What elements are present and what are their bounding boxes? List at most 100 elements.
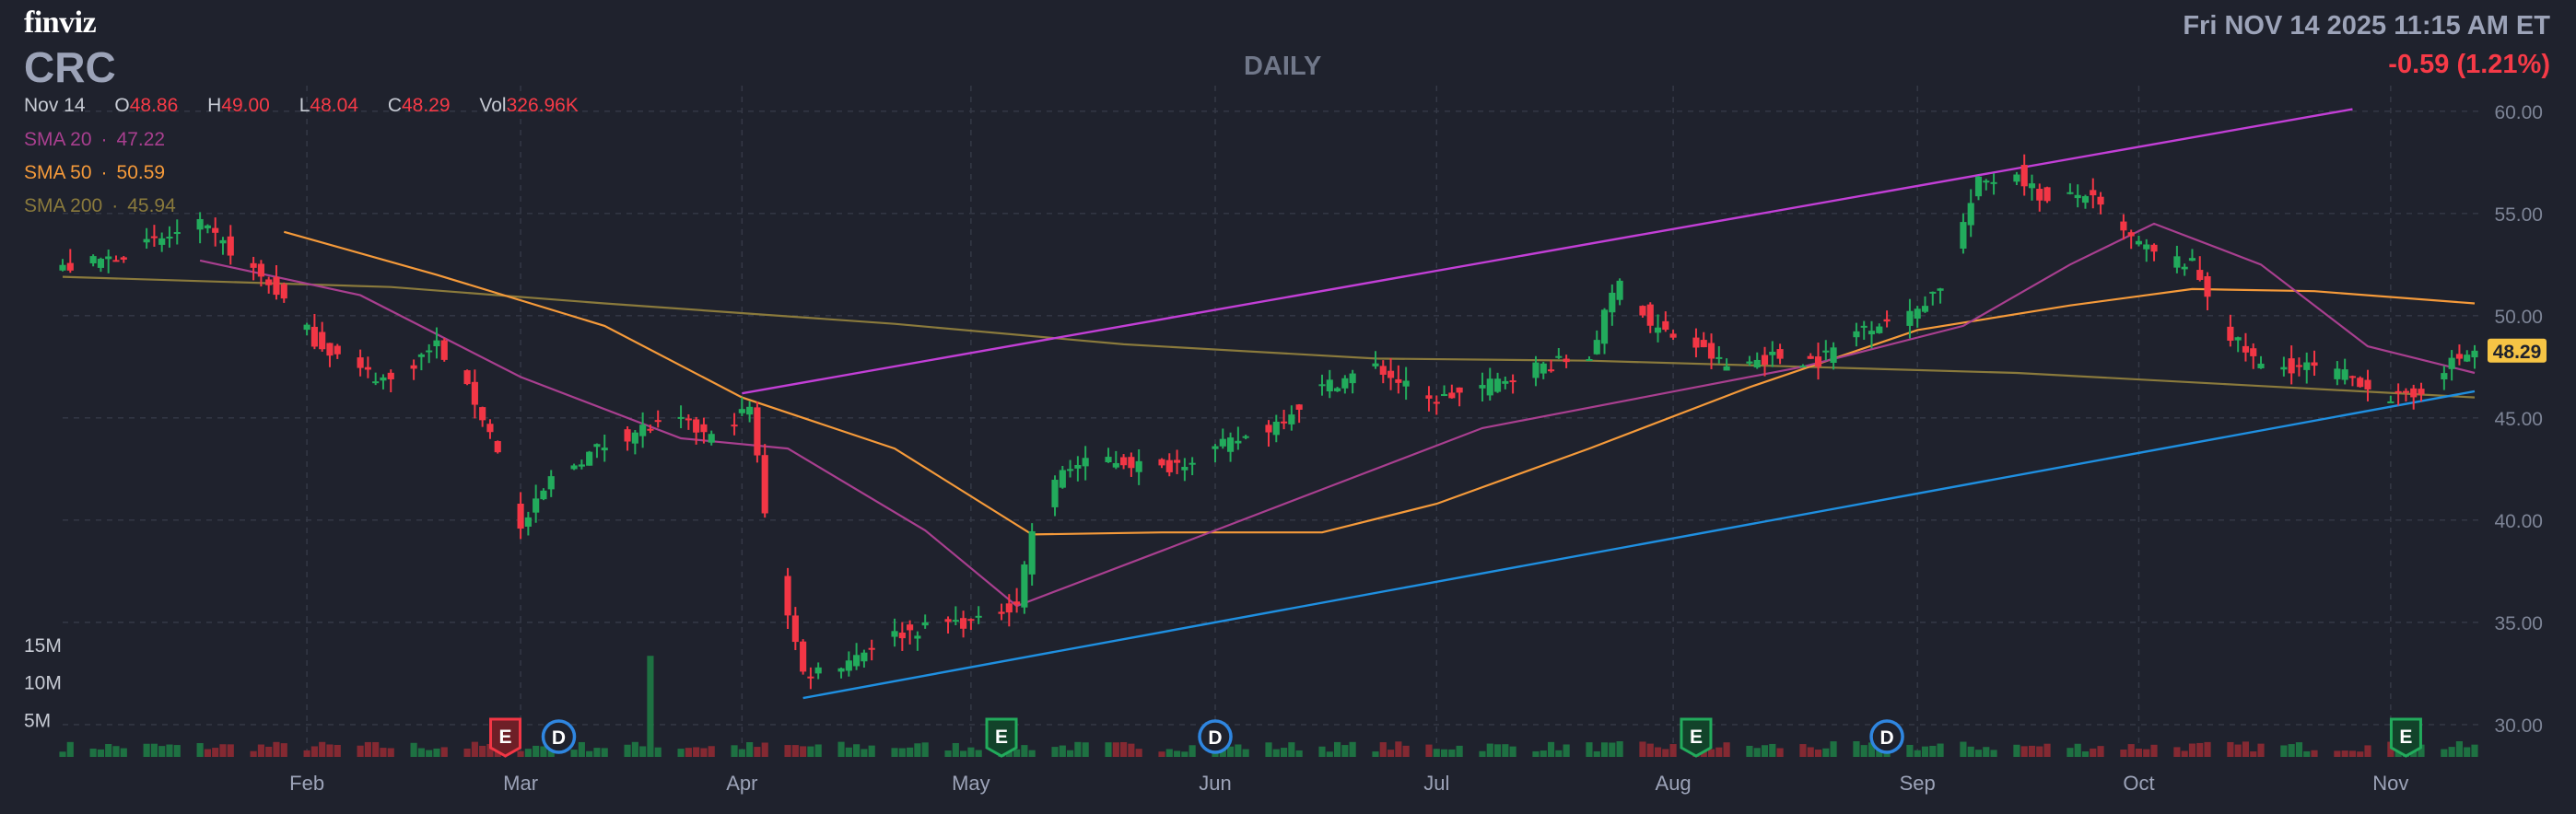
candle[interactable]	[1532, 362, 1540, 378]
candle[interactable]	[66, 262, 74, 271]
candle[interactable]	[1333, 388, 1341, 391]
candle[interactable]	[2448, 357, 2455, 369]
candle[interactable]	[1586, 359, 1593, 362]
candle[interactable]	[89, 256, 97, 264]
candle[interactable]	[1639, 306, 1646, 316]
candle[interactable]	[2402, 390, 2410, 393]
candle[interactable]	[1486, 378, 1493, 396]
candle[interactable]	[738, 409, 745, 413]
candle[interactable]	[120, 257, 127, 260]
candle[interactable]	[1616, 280, 1623, 300]
candle[interactable]	[1135, 460, 1142, 472]
candle[interactable]	[1013, 601, 1021, 605]
candle[interactable]	[1700, 340, 1707, 348]
candle[interactable]	[1372, 363, 1379, 366]
candle[interactable]	[837, 668, 845, 672]
candle[interactable]	[731, 424, 738, 427]
candle[interactable]	[1028, 530, 1036, 575]
candle[interactable]	[364, 366, 371, 370]
candle[interactable]	[2471, 350, 2478, 358]
candle[interactable]	[1425, 395, 1433, 399]
candle[interactable]	[677, 416, 685, 419]
candle[interactable]	[1921, 306, 1929, 312]
candle[interactable]	[227, 236, 234, 256]
earnings-marker[interactable]	[985, 717, 1018, 758]
candle[interactable]	[944, 619, 952, 622]
candle[interactable]	[2090, 190, 2097, 196]
candle[interactable]	[1967, 203, 1974, 226]
candle[interactable]	[112, 260, 120, 262]
candle[interactable]	[2120, 221, 2127, 231]
earnings-marker[interactable]	[2389, 717, 2422, 758]
candle[interactable]	[265, 279, 273, 285]
candle[interactable]	[2441, 373, 2448, 380]
candle[interactable]	[1814, 356, 1822, 367]
candle[interactable]	[975, 615, 982, 618]
candle[interactable]	[1479, 385, 1486, 389]
candle[interactable]	[1990, 181, 1997, 184]
candle[interactable]	[1669, 333, 1677, 338]
candle[interactable]	[907, 624, 914, 631]
candle[interactable]	[1067, 469, 1074, 471]
candle[interactable]	[891, 631, 898, 637]
candle[interactable]	[1387, 370, 1395, 378]
candle[interactable]	[1868, 331, 1876, 335]
candle[interactable]	[1540, 363, 1547, 374]
candle[interactable]	[1876, 326, 1883, 333]
candle[interactable]	[2387, 401, 2395, 403]
candle[interactable]	[2464, 355, 2471, 362]
candle[interactable]	[1593, 340, 1600, 355]
candle[interactable]	[2150, 244, 2158, 252]
candle[interactable]	[143, 238, 150, 243]
candle[interactable]	[654, 420, 662, 423]
candle[interactable]	[1646, 304, 1654, 326]
candle[interactable]	[1983, 180, 1990, 183]
candle[interactable]	[204, 225, 211, 228]
candle[interactable]	[746, 406, 754, 415]
candle[interactable]	[921, 622, 929, 626]
candle[interactable]	[105, 256, 112, 260]
dividend-marker[interactable]	[1198, 719, 1233, 754]
candle[interactable]	[219, 239, 227, 244]
candle[interactable]	[2250, 348, 2257, 356]
candle[interactable]	[1547, 369, 1555, 372]
candle[interactable]	[693, 419, 700, 433]
candle[interactable]	[1272, 421, 1280, 436]
candle[interactable]	[1662, 320, 1669, 331]
candle[interactable]	[1440, 393, 1448, 397]
candle[interactable]	[280, 284, 287, 299]
candle[interactable]	[1822, 350, 1830, 353]
candle[interactable]	[1181, 467, 1188, 471]
candle[interactable]	[639, 424, 647, 436]
candle[interactable]	[814, 667, 822, 674]
candle[interactable]	[1082, 458, 1089, 467]
sma-50-legend[interactable]: SMA 50 · 50.59	[24, 162, 166, 183]
candle[interactable]	[1288, 414, 1295, 424]
candle[interactable]	[868, 647, 875, 650]
candle[interactable]	[2188, 258, 2196, 262]
candle[interactable]	[1227, 437, 1235, 452]
earnings-marker[interactable]	[1680, 717, 1713, 758]
candle[interactable]	[2204, 275, 2211, 297]
candle[interactable]	[479, 407, 486, 421]
candle[interactable]	[586, 451, 593, 466]
candle[interactable]	[2181, 266, 2188, 270]
candle[interactable]	[754, 407, 761, 456]
candle[interactable]	[2288, 358, 2295, 374]
candle[interactable]	[158, 238, 166, 245]
candle[interactable]	[1960, 222, 1967, 249]
candle[interactable]	[1746, 361, 1753, 364]
candle[interactable]	[319, 331, 326, 350]
candle[interactable]	[1051, 480, 1059, 507]
candle[interactable]	[1830, 347, 1837, 364]
candle[interactable]	[1883, 319, 1891, 322]
candle[interactable]	[2418, 389, 2425, 395]
candle[interactable]	[1112, 462, 1119, 468]
candle[interactable]	[853, 655, 861, 667]
candle[interactable]	[708, 434, 715, 443]
candle[interactable]	[2295, 365, 2303, 367]
candle[interactable]	[212, 227, 219, 233]
candle[interactable]	[486, 424, 494, 433]
candle[interactable]	[1165, 459, 1173, 472]
sma-20-legend[interactable]: SMA 20 · 47.22	[24, 129, 166, 150]
